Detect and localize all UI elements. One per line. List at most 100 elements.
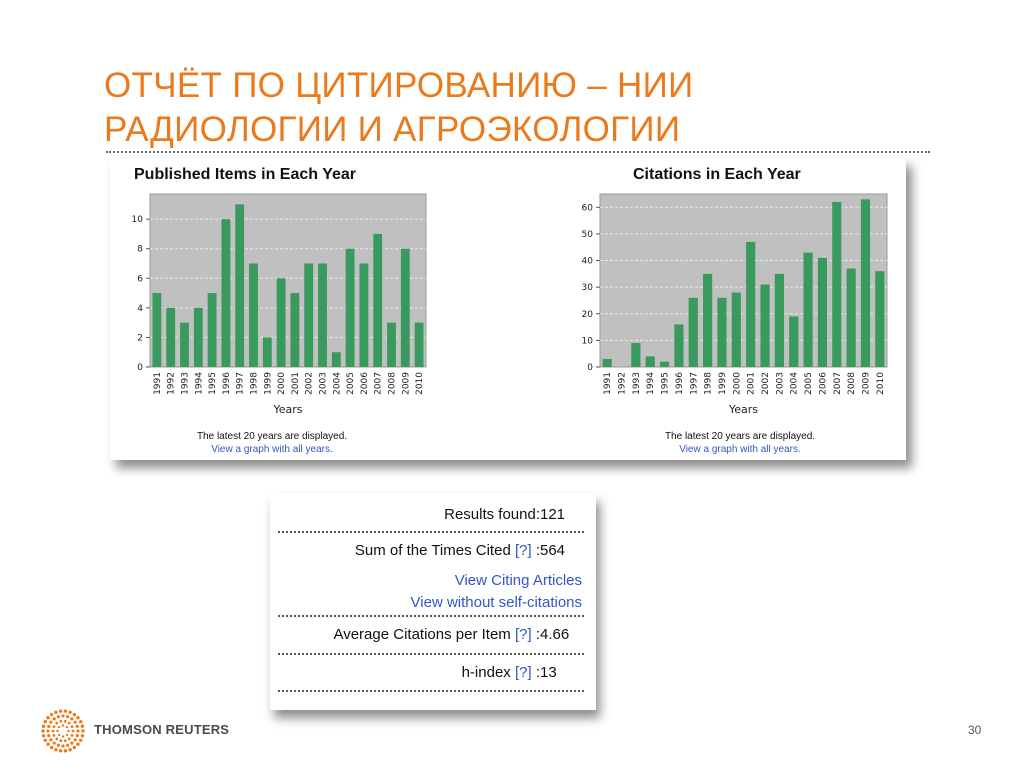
published-bar bbox=[318, 263, 327, 367]
published-y-tick-label: 2 bbox=[137, 333, 143, 343]
citations-x-tick-label: 2007 bbox=[833, 372, 843, 395]
citations-x-tick-label: 2000 bbox=[732, 372, 742, 395]
logo-dot bbox=[79, 738, 83, 742]
h-index-help-link[interactable]: [?] bbox=[514, 664, 532, 681]
published-bar bbox=[331, 352, 341, 367]
brand-name: THOMSON REUTERS bbox=[94, 722, 230, 737]
published-x-tick-label: 2003 bbox=[319, 372, 329, 395]
citations-x-tick-label: 2008 bbox=[847, 372, 857, 395]
citations-bar bbox=[717, 297, 727, 367]
times-cited-label: Sum of the Times Cited bbox=[354, 542, 511, 559]
slide-title-line-2: РАДИОЛОГИИ И АГРОЭКОЛОГИИ bbox=[104, 110, 681, 149]
citations-x-tick-label: 2005 bbox=[804, 372, 814, 395]
times-cited-help-link[interactable]: [?] bbox=[514, 542, 532, 559]
logo-dot bbox=[49, 720, 53, 724]
published-bar bbox=[193, 307, 203, 367]
citations-y-tick-label: 60 bbox=[582, 203, 594, 213]
citations-x-tick-label: 1993 bbox=[632, 372, 642, 395]
published-bar bbox=[387, 322, 396, 367]
published-x-tick-label: 2002 bbox=[305, 372, 315, 395]
citations-bar bbox=[688, 297, 698, 367]
logo-dot bbox=[55, 721, 59, 725]
citations-bar bbox=[774, 273, 784, 367]
published-bar bbox=[249, 263, 258, 367]
logo-dot bbox=[72, 712, 77, 717]
logo-dot bbox=[66, 743, 70, 747]
published-y-tick-label: 4 bbox=[137, 304, 143, 314]
logo-dot bbox=[80, 724, 85, 728]
view-citing-articles-link[interactable]: View Citing Articles bbox=[454, 572, 582, 589]
published-bar bbox=[414, 322, 424, 367]
citations-x-tick-label: 2009 bbox=[861, 372, 871, 395]
published-chart-note: The latest 20 years are displayed. View … bbox=[172, 431, 372, 455]
citations-bar bbox=[703, 273, 713, 367]
logo-dot bbox=[47, 724, 51, 728]
logo-dot bbox=[80, 734, 85, 738]
view-without-self-citations-link[interactable]: View without self-citations bbox=[410, 594, 582, 611]
logo-dot bbox=[61, 744, 65, 748]
logo-dot bbox=[55, 737, 59, 741]
logo-dot bbox=[63, 719, 67, 723]
logo-dot bbox=[76, 742, 80, 746]
published-items-chart: Published Items in Each Year 0 2 4 6 8 10 1991… bbox=[110, 158, 510, 460]
logo-dot bbox=[73, 738, 77, 742]
published-chart-svg: 0 2 4 6 8 10 1991 1992 1993 1994 1995 1996 1997 1998 1… bbox=[132, 193, 427, 416]
citations-x-tick-label: 2004 bbox=[790, 372, 800, 395]
citations-all-years-link[interactable]: View a graph with all years. bbox=[679, 444, 801, 455]
citation-stats-panel: Results found: 121 Sum of the Times Cite… bbox=[270, 494, 596, 710]
published-x-tick-label: 1996 bbox=[222, 372, 232, 395]
published-bar bbox=[276, 278, 286, 367]
logo-dot bbox=[61, 714, 65, 718]
published-bar bbox=[221, 219, 231, 367]
published-y-tick-label: 0 bbox=[137, 363, 143, 373]
logo-dot bbox=[58, 709, 63, 713]
published-x-tick-label: 2006 bbox=[360, 372, 370, 395]
published-x-tick-label: 2010 bbox=[415, 372, 425, 395]
logo-dot bbox=[41, 724, 46, 728]
results-found-label: Results found: bbox=[444, 506, 540, 523]
published-bar bbox=[262, 337, 272, 367]
citations-x-tick-label: 1991 bbox=[603, 372, 613, 395]
citations-bar bbox=[731, 292, 741, 367]
published-bar bbox=[359, 263, 369, 367]
logo-dot bbox=[67, 721, 71, 725]
citations-bar bbox=[860, 199, 871, 367]
logo-dot bbox=[71, 729, 75, 733]
published-x-tick-label: 2000 bbox=[277, 372, 287, 395]
logo-dot bbox=[56, 715, 60, 719]
citations-bar bbox=[817, 257, 828, 367]
logo-dot bbox=[66, 715, 70, 719]
logo-dot bbox=[61, 735, 65, 738]
citations-y-tick-label: 20 bbox=[582, 310, 594, 320]
logo-dot bbox=[76, 716, 80, 720]
citations-bar bbox=[674, 324, 684, 367]
citations-y-tick-label: 50 bbox=[582, 230, 594, 240]
h-index-value: 13 bbox=[540, 664, 557, 681]
published-x-tick-label: 2007 bbox=[374, 372, 384, 395]
published-note-text: The latest 20 years are displayed. bbox=[196, 431, 348, 442]
published-x-tick-label: 2009 bbox=[401, 372, 411, 395]
page-number: 30 bbox=[968, 723, 982, 737]
citations-bar bbox=[789, 316, 799, 367]
published-x-tick-label: 1992 bbox=[167, 372, 177, 395]
citations-chart-svg: 0 10 20 30 40 50 60 1991 1992 1993 1994 1995 1996 199… bbox=[582, 193, 888, 416]
published-bar bbox=[180, 322, 189, 367]
published-bar bbox=[400, 248, 410, 367]
published-bar bbox=[207, 293, 217, 367]
published-x-tick-label: 1997 bbox=[236, 372, 246, 395]
average-citations-help-link[interactable]: [?] bbox=[514, 626, 532, 643]
logo-dot bbox=[70, 725, 74, 729]
citations-bar bbox=[746, 241, 756, 367]
published-x-tick-label: 2005 bbox=[346, 372, 356, 395]
logo-dot bbox=[70, 717, 74, 721]
citations-y-tick-label: 0 bbox=[587, 363, 593, 373]
published-all-years-link[interactable]: View a graph with all years. bbox=[211, 444, 333, 455]
citations-bar bbox=[645, 356, 655, 367]
logo-dot bbox=[73, 720, 77, 724]
citations-x-tick-label: 1997 bbox=[689, 372, 699, 395]
citations-bar bbox=[875, 271, 885, 367]
times-cited-colon: : bbox=[535, 542, 540, 559]
logo-dot bbox=[46, 742, 50, 746]
average-citations-value: 4.66 bbox=[540, 626, 570, 643]
